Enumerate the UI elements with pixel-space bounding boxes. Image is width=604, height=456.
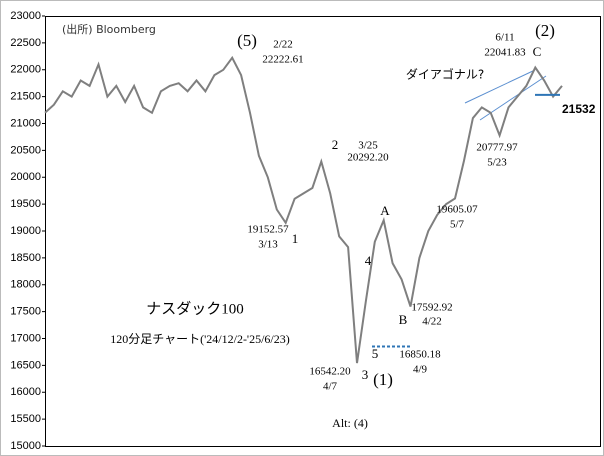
annotation: 4/7	[323, 381, 338, 393]
annotation: 20777.97	[476, 142, 518, 154]
y-tick-label: 17500	[10, 306, 41, 318]
annotation: (出所) Bloomberg	[62, 22, 156, 36]
annotation: 4	[365, 253, 372, 268]
plot-area	[45, 16, 601, 447]
y-tick-label: 16000	[10, 386, 41, 398]
annotation: 4/22	[422, 316, 442, 328]
annotation: A	[380, 203, 390, 218]
y-tick-label: 22500	[10, 37, 41, 49]
y-tick-label: 22000	[10, 64, 41, 76]
y-tick-label: 16500	[10, 359, 41, 371]
y-tick-label: 15500	[10, 413, 41, 425]
annotation: 2/22	[273, 39, 293, 51]
y-tick-label: 15000	[10, 440, 41, 452]
annotation: 22041.83	[484, 47, 526, 59]
annotation: 20292.20	[347, 152, 389, 164]
annotation: 5/23	[487, 157, 507, 169]
y-tick-label: 19500	[10, 198, 41, 210]
annotation: 22222.61	[262, 54, 303, 66]
annotation: (5)	[237, 31, 257, 50]
annotation: 5/7	[450, 219, 465, 231]
annotation: ナスダック100	[146, 300, 244, 317]
annotation: 4/9	[413, 364, 428, 376]
trend-line	[464, 69, 536, 104]
price-line	[44, 55, 563, 364]
annotation: 3/13	[258, 239, 278, 251]
annotation: (2)	[535, 21, 555, 40]
annotation: 16850.18	[399, 349, 441, 361]
annotation: Alt: (4)	[332, 416, 368, 430]
y-tick-label: 23000	[10, 10, 41, 22]
annotation: 3/25	[358, 140, 378, 152]
annotation: 3	[362, 367, 369, 382]
y-tick-label: 18000	[10, 279, 41, 291]
annotation: 17592.92	[411, 302, 452, 314]
annotation: 6/11	[495, 32, 514, 44]
y-tick-label: 19000	[10, 225, 41, 237]
annotation: B	[399, 312, 408, 327]
y-tick-label: 17000	[10, 332, 41, 344]
y-tick-label: 18500	[10, 252, 41, 264]
annotation: ダイアゴナル?	[406, 67, 484, 82]
annotation: (1)	[373, 370, 393, 389]
y-tick-label: 20000	[10, 171, 41, 183]
annotation: 5	[372, 346, 379, 361]
y-tick-label: 21500	[10, 91, 41, 103]
y-tick-label: 21000	[10, 117, 41, 129]
annotation: 120分足チャート('24/12/2-'25/6/23)	[110, 332, 290, 346]
annotation: 19152.57	[247, 224, 289, 236]
annotation: 16542.20	[309, 366, 351, 378]
level-label: 21532	[562, 102, 596, 116]
annotation: 1	[292, 231, 299, 246]
annotation: C	[533, 44, 542, 59]
y-tick-label: 20500	[10, 144, 41, 156]
annotation: 2	[332, 137, 339, 152]
annotation: 19605.07	[436, 204, 478, 216]
